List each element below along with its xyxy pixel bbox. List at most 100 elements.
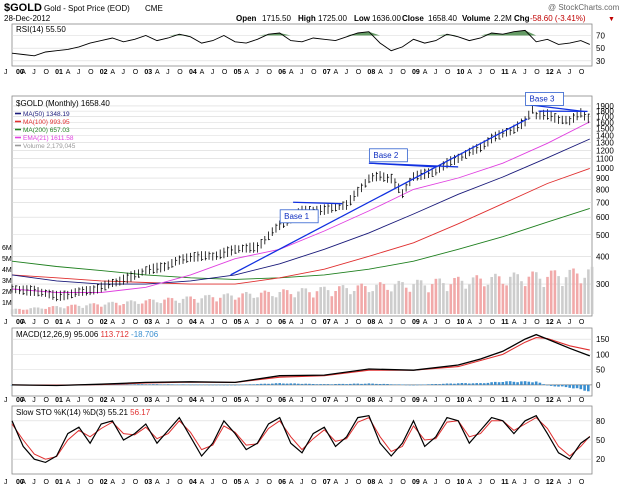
x-axis-month-label: O bbox=[222, 69, 228, 76]
macd-histogram-bar bbox=[233, 384, 237, 386]
macd-histogram-bar bbox=[419, 384, 423, 386]
x-axis-year-label: 12 bbox=[546, 479, 554, 486]
volume-bar bbox=[367, 292, 371, 314]
x-axis-month-label: A bbox=[244, 319, 249, 326]
volume-bar bbox=[468, 284, 471, 314]
macd-tick-label: 100 bbox=[596, 350, 610, 359]
x-axis-month-label: J bbox=[345, 319, 349, 326]
high-value: 1725.00 bbox=[318, 14, 347, 23]
x-axis-year-label: 04 bbox=[189, 479, 197, 486]
x-axis-month-label: O bbox=[177, 319, 183, 326]
x-axis-year-label: 11 bbox=[501, 69, 509, 76]
x-axis-month-label: A bbox=[512, 479, 517, 486]
x-axis-month-label: A bbox=[467, 69, 472, 76]
volume-bar bbox=[267, 291, 270, 314]
x-axis-month-label: J bbox=[300, 479, 304, 486]
volume-bar bbox=[18, 308, 21, 314]
x-axis-year-label: 11 bbox=[501, 319, 509, 326]
price-tick-label: 700 bbox=[596, 198, 610, 207]
x-axis-month-label: A bbox=[378, 479, 383, 486]
x-axis-month-label: A bbox=[289, 479, 294, 486]
macd-histogram-bar bbox=[114, 384, 118, 385]
x-axis-year-label: 07 bbox=[323, 397, 331, 404]
volume-bar bbox=[40, 308, 44, 314]
symbol-name: Gold - Spot Price (EOD) bbox=[44, 4, 130, 13]
low-value: 1636.00 bbox=[372, 14, 401, 23]
volume-bar bbox=[103, 304, 107, 314]
macd-histogram-bar bbox=[308, 383, 311, 385]
x-axis-year-label: 00 bbox=[16, 69, 24, 76]
macd-histogram-bar bbox=[155, 384, 159, 385]
stochastic-chart: 20 50 80 Slow STO %K(14) %D(3) 55.21 56.17 bbox=[11, 408, 605, 464]
x-axis-month-label: J bbox=[255, 319, 259, 326]
x-axes: 00J A J O 01 A J O 02 A J O 03 A J O 04 A J O 05 A J O 06 A J O 07 A J… bbox=[4, 69, 585, 486]
volume-bar bbox=[457, 276, 460, 314]
x-axis-month-label: A bbox=[110, 397, 115, 404]
volume-bar bbox=[155, 302, 159, 314]
macd-histogram-bar bbox=[178, 384, 181, 385]
x-axis-month-label: A bbox=[110, 479, 115, 486]
price-tick-label: 1500 bbox=[596, 125, 614, 134]
macd-histogram-bar bbox=[456, 383, 460, 385]
volume-bar bbox=[375, 284, 378, 314]
x-axis-month-label: J bbox=[568, 397, 572, 404]
x-axis-year-label: 01 bbox=[55, 319, 63, 326]
sto-k-line bbox=[11, 414, 591, 464]
x-axis-month-label: J bbox=[478, 69, 482, 76]
volume-bar bbox=[464, 288, 467, 314]
macd-histogram-bar bbox=[196, 384, 200, 386]
macd-histogram-bar bbox=[244, 384, 248, 385]
macd-histogram-bar bbox=[256, 384, 259, 385]
price-tick-label: 500 bbox=[596, 231, 610, 240]
x-axis-month-label: J bbox=[77, 479, 81, 486]
x-axis-month-label: A bbox=[423, 397, 428, 404]
price-tick-label: 800 bbox=[596, 185, 610, 194]
macd-histogram-bar bbox=[490, 382, 493, 385]
volume-bar bbox=[256, 297, 259, 314]
volume-bar bbox=[92, 303, 96, 314]
x-axis-month-label: A bbox=[557, 319, 562, 326]
volume-bar bbox=[505, 285, 508, 314]
x-axis-month-label: O bbox=[311, 319, 317, 326]
chg-label: Chg bbox=[514, 14, 530, 23]
volume-bar bbox=[189, 296, 192, 314]
volume-bar bbox=[178, 302, 181, 314]
macd-histogram-bar bbox=[464, 383, 467, 385]
x-axis-month-label: J bbox=[568, 479, 572, 486]
volume-bar bbox=[278, 292, 282, 314]
x-axis-month-label: A bbox=[200, 397, 205, 404]
macd-histogram-bar bbox=[148, 384, 151, 385]
volume-bar bbox=[509, 276, 512, 314]
volume-bar bbox=[22, 309, 25, 314]
volume-bar bbox=[445, 291, 449, 314]
x-axis-month-label: A bbox=[467, 479, 472, 486]
macd-histogram-bar bbox=[289, 383, 293, 385]
x-axis-year-label: 05 bbox=[234, 397, 242, 404]
x-axis-month-label: J bbox=[4, 319, 8, 326]
x-axis-month-label: A bbox=[333, 479, 338, 486]
volume-bar bbox=[282, 289, 285, 314]
volume-bar bbox=[252, 297, 256, 314]
macd-histogram-bar bbox=[434, 384, 438, 385]
volume-bar bbox=[397, 280, 401, 314]
macd-histogram-bar bbox=[445, 383, 449, 385]
volume-bar bbox=[222, 294, 226, 314]
x-axis-year-label: 11 bbox=[501, 397, 509, 404]
macd-histogram-bar bbox=[241, 384, 244, 386]
macd-histogram-bar bbox=[341, 383, 345, 385]
macd-histogram-bar bbox=[508, 381, 512, 385]
macd-histogram-bar bbox=[207, 384, 211, 386]
x-axis-month-label: A bbox=[557, 69, 562, 76]
volume-bar bbox=[587, 269, 590, 314]
volume-bar bbox=[29, 308, 32, 314]
x-axis-year-label: 08 bbox=[367, 69, 375, 76]
macd-histogram-bar bbox=[534, 381, 538, 385]
volume-bar bbox=[312, 297, 315, 314]
macd-signal-value: 113.712 bbox=[101, 330, 132, 339]
macd-histogram-bar bbox=[174, 384, 177, 385]
volume-bar bbox=[289, 294, 293, 314]
x-axis-year-label: 10 bbox=[457, 69, 465, 76]
volume-bar bbox=[378, 282, 382, 314]
macd-histogram-bar bbox=[549, 384, 553, 386]
volume-bar bbox=[326, 290, 330, 314]
